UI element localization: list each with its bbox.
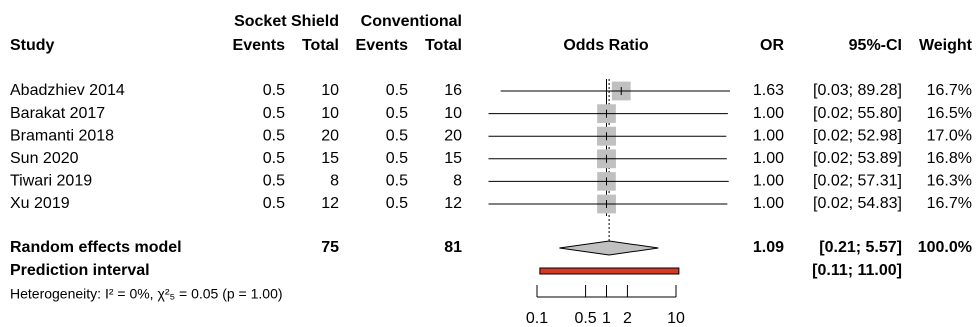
study-name: Bramanti 2018 bbox=[10, 127, 114, 144]
study-name: Barakat 2017 bbox=[10, 105, 105, 122]
column-header: 95%-CI bbox=[849, 37, 902, 54]
column-header: Weight bbox=[919, 37, 973, 54]
group-header: Conventional bbox=[361, 13, 462, 30]
ci-value: [0.03; 89.28] bbox=[813, 82, 902, 99]
weight-value: 16.7% bbox=[927, 82, 972, 99]
study-name: Sun 2020 bbox=[10, 150, 79, 167]
summary-weight: 100.0% bbox=[918, 239, 972, 256]
total-1: 12 bbox=[321, 195, 339, 212]
weight-value: 16.8% bbox=[927, 150, 972, 167]
total-1: 10 bbox=[321, 82, 339, 99]
or-value: 1.63 bbox=[753, 82, 784, 99]
or-value: 1.00 bbox=[753, 105, 784, 122]
weight-value: 16.3% bbox=[927, 173, 972, 190]
x-tick-label: 10 bbox=[667, 310, 685, 327]
summary-or: 1.09 bbox=[753, 239, 784, 256]
study-name: Xu 2019 bbox=[10, 195, 70, 212]
ci-value: [0.02; 57.31] bbox=[813, 173, 902, 190]
study-name: Tiwari 2019 bbox=[10, 173, 92, 190]
column-header: Study bbox=[10, 37, 55, 54]
prediction-ci: [0.11; 11.00] bbox=[812, 262, 902, 279]
events-2: 0.5 bbox=[386, 150, 408, 167]
total-2: 16 bbox=[444, 82, 462, 99]
events-1: 0.5 bbox=[263, 82, 285, 99]
weight-value: 17.0% bbox=[927, 127, 972, 144]
x-tick-label: 1 bbox=[602, 310, 611, 327]
or-value: 1.00 bbox=[753, 127, 784, 144]
total-2: 12 bbox=[444, 195, 462, 212]
column-header: OR bbox=[760, 37, 784, 54]
events-2: 0.5 bbox=[386, 173, 408, 190]
x-tick-label: 2 bbox=[623, 310, 632, 327]
total-2: 20 bbox=[444, 127, 462, 144]
column-header: Events bbox=[233, 37, 286, 54]
events-2: 0.5 bbox=[386, 195, 408, 212]
prediction-bar bbox=[539, 267, 680, 275]
summary-total-1: 75 bbox=[321, 239, 339, 256]
summary-name: Random effects model bbox=[10, 239, 182, 256]
events-1: 0.5 bbox=[263, 105, 285, 122]
events-2: 0.5 bbox=[386, 127, 408, 144]
x-tick-label: 0.5 bbox=[574, 310, 596, 327]
total-2: 15 bbox=[444, 150, 462, 167]
events-1: 0.5 bbox=[263, 173, 285, 190]
study-name: Abadzhiev 2014 bbox=[10, 82, 125, 99]
total-2: 8 bbox=[453, 173, 462, 190]
column-header: Events bbox=[356, 37, 409, 54]
events-2: 0.5 bbox=[386, 82, 408, 99]
summary-total-2: 81 bbox=[444, 239, 462, 256]
ci-value: [0.02; 52.98] bbox=[813, 127, 902, 144]
total-1: 8 bbox=[330, 173, 339, 190]
total-1: 10 bbox=[321, 105, 339, 122]
total-2: 10 bbox=[444, 105, 462, 122]
or-value: 1.00 bbox=[753, 173, 784, 190]
x-tick-label: 0.1 bbox=[526, 310, 548, 327]
total-1: 20 bbox=[321, 127, 339, 144]
column-header: Total bbox=[425, 37, 462, 54]
summary-diamond bbox=[559, 240, 659, 256]
ci-value: [0.02; 54.83] bbox=[813, 195, 902, 212]
ci-value: [0.02; 53.89] bbox=[813, 150, 902, 167]
prediction-name: Prediction interval bbox=[10, 262, 150, 279]
weight-value: 16.5% bbox=[927, 105, 972, 122]
total-1: 15 bbox=[321, 150, 339, 167]
column-header: Odds Ratio bbox=[563, 37, 649, 54]
events-1: 0.5 bbox=[263, 150, 285, 167]
column-header: Total bbox=[302, 37, 339, 54]
or-value: 1.00 bbox=[753, 150, 784, 167]
group-header: Socket Shield bbox=[234, 13, 339, 30]
or-value: 1.00 bbox=[753, 195, 784, 212]
events-2: 0.5 bbox=[386, 105, 408, 122]
heterogeneity: Heterogeneity: I² = 0%, χ²₅ = 0.05 (p = … bbox=[10, 286, 283, 302]
events-1: 0.5 bbox=[263, 127, 285, 144]
ci-value: [0.02; 55.80] bbox=[813, 105, 902, 122]
summary-ci: [0.21; 5.57] bbox=[819, 239, 902, 256]
weight-value: 16.7% bbox=[927, 195, 972, 212]
events-1: 0.5 bbox=[263, 195, 285, 212]
